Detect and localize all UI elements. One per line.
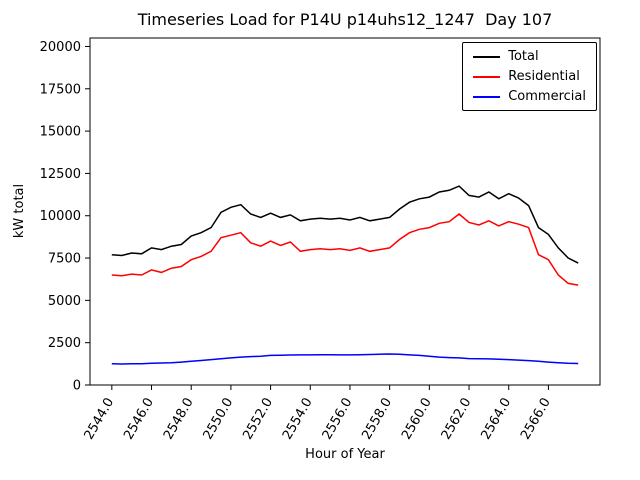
y-tick-label: 2500	[48, 336, 81, 351]
x-tick-label: 2550.0	[201, 396, 237, 443]
y-tick-label: 12500	[40, 167, 81, 182]
x-tick-label: 2552.0	[240, 396, 276, 443]
plot-frame	[89, 37, 601, 386]
y-tick-label: 15000	[40, 125, 81, 140]
legend-entry-commercial: Commercial	[473, 89, 586, 104]
series-line-total	[111, 185, 579, 264]
y-tick-label: 7500	[48, 252, 81, 267]
x-tick-label: 2554.0	[280, 396, 316, 443]
y-tick-label: 5000	[48, 294, 81, 309]
x-tick-label: 2546.0	[121, 396, 157, 443]
x-tick-label: 2558.0	[359, 396, 395, 443]
y-tick-label: 20000	[40, 40, 81, 55]
y-tick-label: 10000	[40, 209, 81, 224]
series-line-residential	[111, 213, 579, 286]
legend-entry-total: Total	[473, 49, 586, 64]
x-tick-label: 2544.0	[82, 396, 118, 443]
legend-label-commercial: Commercial	[508, 89, 586, 104]
x-axis-label: Hour of Year	[305, 447, 385, 462]
legend-line-sample-residential	[473, 75, 501, 78]
x-tick-label: 2560.0	[399, 396, 435, 443]
x-tick-label: 2564.0	[478, 396, 514, 443]
x-tick-label: 2556.0	[320, 396, 356, 443]
legend: Total Residential Commercial	[462, 42, 597, 111]
legend-line-sample-total	[473, 55, 501, 58]
legend-label-residential: Residential	[508, 69, 580, 84]
series-line-commercial	[111, 353, 579, 365]
x-tick-label: 2548.0	[161, 396, 197, 443]
legend-label-total: Total	[508, 49, 539, 64]
x-tick-label: 2562.0	[439, 395, 475, 442]
y-tick-label: 17500	[40, 82, 81, 97]
legend-line-sample-commercial	[473, 95, 501, 98]
chart-title: Timeseries Load for P14U p14uhs12_1247 D…	[137, 10, 553, 29]
y-axis-label: kW total	[12, 183, 27, 239]
y-tick-label: 0	[73, 379, 81, 394]
x-tick-label: 2566.0	[518, 396, 554, 443]
legend-entry-residential: Residential	[473, 69, 586, 84]
